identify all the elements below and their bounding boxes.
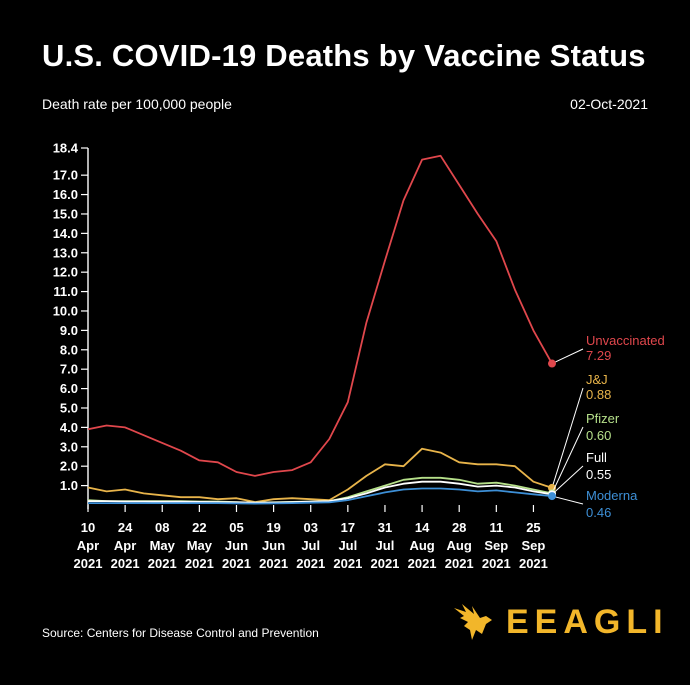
x-tick-label: 2021 <box>519 556 548 571</box>
x-tick-label: 14 <box>415 520 430 535</box>
series-name-label-unvaccinated: Unvaccinated <box>586 333 665 348</box>
x-tick-label: 2021 <box>148 556 177 571</box>
series-value-label-unvaccinated: 7.29 <box>586 348 611 363</box>
x-tick-label: 2021 <box>185 556 214 571</box>
series-line-j-j <box>87 447 553 504</box>
y-tick-label: 17.0 <box>53 168 78 183</box>
y-tick-label: 9.0 <box>60 323 78 338</box>
y-tick-label: 3.0 <box>60 439 78 454</box>
x-tick-label: Jun <box>262 538 285 553</box>
x-tick-label: 11 <box>489 520 503 535</box>
y-tick-label: 12.0 <box>53 265 78 280</box>
x-tick-label: 2021 <box>408 556 437 571</box>
leader-line-full <box>551 465 584 495</box>
x-tick-label: Jun <box>225 538 248 553</box>
x-tick-label: 22 <box>192 520 206 535</box>
y-tick-label: 8.0 <box>60 342 78 357</box>
y-tick-label: 11.0 <box>53 284 78 299</box>
x-tick-label: 2021 <box>296 556 325 571</box>
y-tick-label: 18.4 <box>53 141 79 156</box>
brand-logo: EEAGLI <box>452 602 669 642</box>
x-tick-label: 08 <box>155 520 169 535</box>
x-tick-label: 2021 <box>370 556 399 571</box>
x-tick-label: 2021 <box>333 556 362 571</box>
x-tick-label: 2021 <box>259 556 288 571</box>
x-tick-label: 10 <box>81 520 95 535</box>
y-tick-label: 16.0 <box>53 187 78 202</box>
x-tick-label: 24 <box>118 520 133 535</box>
y-tick-label: 10.0 <box>53 303 78 318</box>
x-tick-label: 31 <box>378 520 392 535</box>
leader-line-j-j <box>551 387 584 489</box>
series-name-label-full: Full <box>586 450 607 465</box>
x-tick-label: May <box>150 538 176 553</box>
series-name-label-pfizer: Pfizer <box>586 411 620 426</box>
y-tick-label: 4.0 <box>60 420 78 435</box>
x-tick-label: 2021 <box>74 556 103 571</box>
x-tick-label: 05 <box>229 520 243 535</box>
x-tick-label: Aug <box>447 538 472 553</box>
y-tick-label: 15.0 <box>53 206 78 221</box>
x-tick-label: Aug <box>409 538 434 553</box>
series-name-label-j-j: J&J <box>586 372 608 387</box>
chart-title: U.S. COVID-19 Deaths by Vaccine Status <box>42 38 646 73</box>
y-tick-label: 1.0 <box>60 478 78 493</box>
series-line-full <box>88 480 553 504</box>
x-tick-label: May <box>187 538 213 553</box>
y-tick-label: 5.0 <box>60 400 78 415</box>
x-tick-label: 2021 <box>445 556 474 571</box>
series-line-unvaccinated <box>87 154 553 477</box>
source-note: Source: Centers for Disease Control and … <box>42 626 319 640</box>
x-tick-label: Sep <box>522 538 546 553</box>
y-tick-label: 14.0 <box>53 226 78 241</box>
brand-name: EEAGLI <box>506 602 669 641</box>
x-tick-label: 2021 <box>482 556 511 571</box>
x-tick-label: 17 <box>341 520 355 535</box>
x-tick-label: 28 <box>452 520 466 535</box>
x-tick-label: Sep <box>484 538 508 553</box>
leader-line-unvaccinated <box>551 348 584 365</box>
x-tick-label: 2021 <box>222 556 251 571</box>
y-tick-label: 6.0 <box>60 381 78 396</box>
y-tick-label: 13.0 <box>53 245 78 260</box>
chart-lines <box>87 154 553 505</box>
x-tick-label: Jul <box>301 538 320 553</box>
series-name-label-moderna: Moderna <box>586 488 638 503</box>
end-dot-moderna <box>548 492 556 501</box>
x-tick-label: 2021 <box>111 556 140 571</box>
x-tick-label: 25 <box>526 520 540 535</box>
series-value-label-pfizer: 0.60 <box>586 428 611 443</box>
series-value-label-moderna: 0.46 <box>586 505 611 520</box>
chart-date: 02-Oct-2021 <box>570 96 648 112</box>
y-tick-label: 7.0 <box>60 362 78 377</box>
x-tick-label: Jul <box>338 538 357 553</box>
eagle-icon <box>454 604 492 640</box>
x-tick-label: Apr <box>114 538 136 553</box>
leader-line-pfizer <box>551 426 584 494</box>
series-line-moderna <box>88 487 553 505</box>
x-tick-label: 19 <box>266 520 280 535</box>
x-tick-label: 03 <box>303 520 317 535</box>
chart-axes: 1.0 2.0 3.0 4.0 5.0 6.0 7.0 8.0 9.0 10.0 11.0 12.0 1… <box>53 141 548 572</box>
x-tick-label: Apr <box>77 538 99 553</box>
chart-subtitle: Death rate per 100,000 people <box>42 96 232 112</box>
series-value-label-full: 0.55 <box>586 467 611 482</box>
y-tick-label: 2.0 <box>60 459 78 474</box>
end-dot-unvaccinated <box>548 359 556 368</box>
x-tick-label: Jul <box>376 538 395 553</box>
series-value-label-j-j: 0.88 <box>586 387 611 402</box>
leader-line-moderna <box>551 495 584 505</box>
